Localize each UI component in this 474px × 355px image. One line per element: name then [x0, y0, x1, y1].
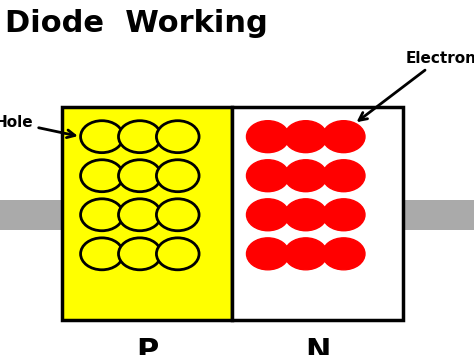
Text: Hole: Hole: [0, 115, 75, 138]
Circle shape: [118, 238, 161, 270]
Circle shape: [81, 199, 123, 231]
Text: Electron: Electron: [359, 51, 474, 120]
Circle shape: [284, 160, 327, 192]
Circle shape: [156, 199, 199, 231]
Circle shape: [156, 121, 199, 153]
Circle shape: [246, 121, 289, 153]
Circle shape: [322, 160, 365, 192]
Circle shape: [118, 199, 161, 231]
Circle shape: [284, 238, 327, 270]
Text: N: N: [305, 337, 330, 355]
Text: Diode  Working: Diode Working: [5, 9, 267, 38]
Circle shape: [118, 160, 161, 192]
Circle shape: [322, 199, 365, 231]
Circle shape: [322, 238, 365, 270]
Bar: [232, 106, 403, 320]
Bar: [403, 200, 474, 230]
Circle shape: [81, 238, 123, 270]
Circle shape: [246, 160, 289, 192]
Circle shape: [284, 199, 327, 231]
Circle shape: [322, 121, 365, 153]
Circle shape: [156, 160, 199, 192]
Circle shape: [81, 121, 123, 153]
Circle shape: [284, 121, 327, 153]
Circle shape: [246, 238, 289, 270]
Circle shape: [246, 199, 289, 231]
Text: P: P: [136, 337, 158, 355]
Bar: [62, 106, 232, 320]
Circle shape: [81, 160, 123, 192]
Circle shape: [118, 121, 161, 153]
Bar: [0, 200, 62, 230]
Circle shape: [156, 238, 199, 270]
